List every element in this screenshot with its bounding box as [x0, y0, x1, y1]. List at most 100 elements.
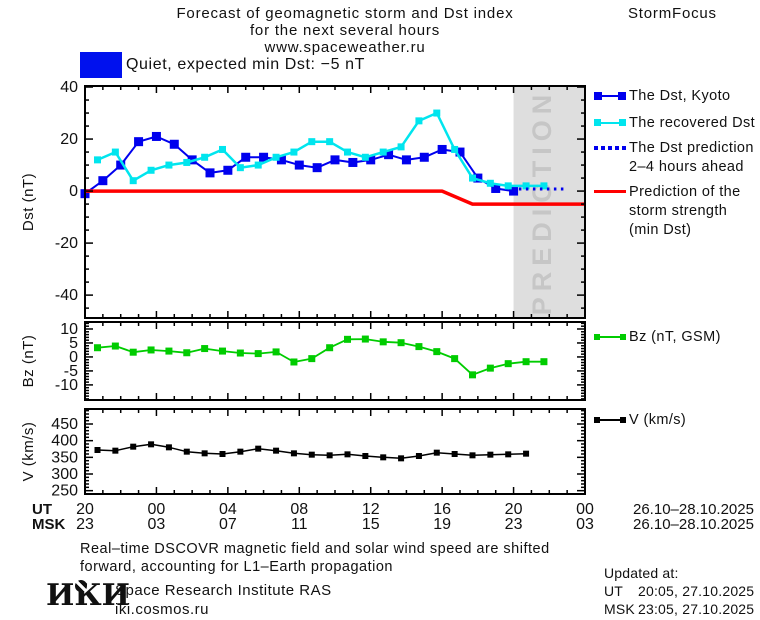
updated-msk-prefix: MSK: [604, 601, 635, 617]
iki-logo-text: ИКИ: [46, 578, 130, 613]
data-point: [237, 448, 244, 455]
updated-label: Updated at:: [604, 565, 679, 581]
data-point: [236, 164, 244, 172]
x-tick-ut: 04: [219, 501, 237, 518]
data-point: [486, 179, 494, 187]
iki-logo: ИКИ: [46, 580, 130, 612]
status-banner-label: Quiet, expected min Dst: −5 nT: [126, 56, 365, 73]
brand-stormfocus: StormFocus: [628, 5, 717, 22]
data-point: [469, 371, 476, 379]
data-point: [151, 131, 161, 141]
data-point: [397, 339, 405, 347]
data-point: [290, 358, 298, 366]
x-tick-ut: 20: [76, 501, 94, 518]
prediction-band: [513, 87, 584, 317]
y-tick-label: 40: [60, 79, 78, 96]
legend-label: The Dst, Kyoto: [629, 88, 731, 104]
note-line-1: Real–time DSCOVR magnetic field and sola…: [80, 541, 550, 557]
data-point: [398, 455, 405, 462]
iki-logo-ball-icon: [75, 580, 87, 592]
title-line-2: for the next several hours: [249, 22, 441, 39]
data-point: [201, 153, 209, 161]
data-point: [437, 144, 447, 154]
data-point: [94, 344, 101, 352]
data-point: [223, 165, 233, 175]
updated-ut-prefix: UT: [604, 583, 624, 599]
institute-name: Space Research Institute RAS: [115, 582, 332, 599]
data-point: [504, 360, 512, 368]
legend-item-storm-strength: Prediction of the storm strength (min Ds…: [594, 183, 741, 240]
legend-label: 2–4 hours ahead: [629, 159, 744, 175]
title-line-1: Forecast of geomagnetic storm and Dst in…: [176, 5, 514, 22]
data-point: [540, 358, 548, 366]
x-tick-msk: 03: [576, 516, 594, 533]
data-point: [344, 335, 351, 343]
y-tick-label: 0: [69, 349, 78, 366]
x-axis-labels: UTMSK2023000304070811121516192023000326.…: [32, 501, 754, 533]
data-point: [380, 454, 387, 461]
data-point: [290, 450, 297, 457]
legend-label: Bz (nT, GSM): [629, 329, 721, 345]
data-point: [219, 451, 226, 457]
y-tick-label: -5: [64, 363, 78, 380]
y-tick-label: -20: [55, 235, 78, 252]
data-point: [361, 335, 369, 343]
data-point: [219, 347, 226, 355]
y-tick-label: -40: [55, 287, 78, 304]
data-point: [523, 450, 530, 457]
v-marker-icon: [594, 415, 626, 425]
legend-item-dst-kyoto: The Dst, Kyoto: [594, 87, 731, 106]
data-point: [509, 186, 519, 196]
series-prediction-of-the-storm-strength-min-dst-: [85, 189, 585, 206]
data-point: [205, 168, 215, 178]
x-tick-ut: 08: [290, 501, 308, 518]
data-point: [491, 183, 501, 193]
storm-strength-marker-icon: [594, 187, 626, 197]
y-tick-label: 250: [51, 483, 78, 500]
y-tick-label: 450: [51, 416, 78, 433]
date-range-ut: 26.10–28.10.2025: [633, 501, 754, 518]
data-point: [219, 145, 226, 153]
x-tick-msk: 07: [219, 516, 237, 533]
data-point: [255, 445, 262, 452]
data-point: [326, 138, 334, 146]
data-point: [451, 145, 459, 153]
legend-label: V (km/s): [629, 412, 687, 428]
data-point: [98, 176, 108, 186]
data-point: [361, 153, 369, 161]
data-point: [165, 444, 172, 451]
data-point: [129, 348, 137, 356]
x-tick-msk: 23: [505, 516, 523, 533]
data-point: [111, 342, 119, 350]
institute-block: Space Research Institute RAS iki.cosmos.…: [115, 581, 332, 619]
legend-label: (min Dst): [629, 222, 692, 238]
x-tick-ut: 12: [362, 501, 380, 518]
data-point: [308, 451, 315, 458]
data-point: [129, 177, 137, 185]
y-axis-title-dst: Dst (nT): [20, 173, 37, 231]
x-tick-ut: 20: [505, 501, 523, 518]
data-point: [348, 157, 358, 167]
data-point: [487, 451, 494, 458]
x-tick-ut: 00: [148, 501, 166, 518]
dst-prediction-marker-icon: [594, 143, 626, 153]
data-point: [165, 347, 173, 355]
page-title: Forecast of geomagnetic storm and Dst in…: [0, 5, 690, 56]
data-point: [276, 155, 286, 165]
site-url[interactable]: www.spaceweather.ru: [264, 39, 426, 56]
data-point: [415, 343, 423, 351]
y-axis-title-bz: Bz (nT): [20, 335, 37, 388]
x-tick-ut: 00: [576, 501, 594, 518]
propagation-note: Real–time DSCOVR magnetic field and sola…: [80, 540, 550, 576]
data-point: [254, 161, 262, 169]
data-point: [111, 148, 119, 156]
updated-msk-row: MSK 23:05, 27.10.2025: [604, 600, 754, 618]
data-point: [469, 452, 476, 459]
y-tick-label: 0: [69, 183, 78, 200]
data-point: [147, 166, 155, 174]
institute-website[interactable]: iki.cosmos.ru: [115, 601, 210, 618]
bz-marker-icon: [594, 332, 626, 342]
